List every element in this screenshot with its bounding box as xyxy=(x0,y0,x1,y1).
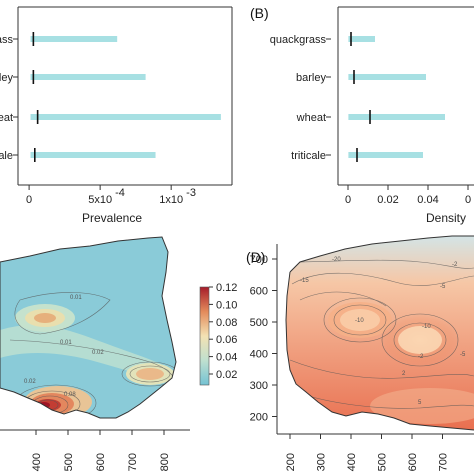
panel-a-xlabel: Prevalence xyxy=(82,211,142,225)
colorbar-tick-label: 0.08 xyxy=(216,317,237,329)
panel-b-xlabel: Density xyxy=(426,211,466,225)
x-tick-label: 500 xyxy=(63,453,75,471)
y-tick-label: 400 xyxy=(250,349,268,361)
panel-d-contour-label: 2 xyxy=(306,404,310,410)
panel-a-marks: gass barley wheat ticale 0 5x10-4 1x10-3 xyxy=(0,32,221,206)
category-label: wheat xyxy=(0,112,13,124)
x-tick-label: 0 xyxy=(26,194,32,206)
colorbar-tick-label: 0.02 xyxy=(216,369,237,381)
x-tick-exponent: -4 xyxy=(115,187,125,199)
x-tick-label: 300 xyxy=(316,453,328,471)
panel-d-contour-label: 5 xyxy=(418,400,422,406)
panel-c-colorbar-ticks: 0.12 0.10 0.08 0.06 0.04 0.02 xyxy=(209,282,237,381)
category-label: barley xyxy=(0,72,13,84)
panel-d-contour-label: -2 xyxy=(452,262,458,268)
category-label: wheat xyxy=(296,112,326,124)
x-tick-label: 0.02 xyxy=(377,194,398,206)
x-tick-label: 600 xyxy=(407,453,419,471)
x-tick-label: 700 xyxy=(127,453,139,471)
x-tick-label: 600 xyxy=(95,453,107,471)
category-label: barley xyxy=(296,72,326,84)
panel-c-xticks: 400 500 600 700 800 xyxy=(31,430,171,471)
colorbar-tick-label: 0.06 xyxy=(216,334,237,346)
panel-d-yticks: 700 600 500 400 300 200 xyxy=(250,254,277,424)
panel-c-contour-label: 0.08 xyxy=(64,392,76,398)
x-tick-label: 1x10 xyxy=(159,194,183,206)
colorbar-tick-label: 0.12 xyxy=(216,282,237,294)
panel-b-marks: quackgrass barley wheat triticale 0 0.02 0.04 0 xyxy=(270,32,471,206)
panel-a: Prevalence xyxy=(17,6,233,225)
panel-d-border xyxy=(285,235,474,431)
panel-b-label: (B) xyxy=(250,5,269,21)
panel-d-contour-label: -20 xyxy=(332,257,341,263)
panel-d-label: (D) xyxy=(246,249,265,265)
y-tick-label: 700 xyxy=(250,254,268,266)
x-tick-label: 5x10 xyxy=(88,194,112,206)
panel-d-contour-label: -10 xyxy=(422,324,431,330)
panel-c-contour-label: 0.02 xyxy=(92,350,104,356)
category-label: triticale xyxy=(291,150,326,162)
x-tick-label: 0 xyxy=(345,194,351,206)
category-label: gass xyxy=(0,34,13,46)
panel-d-contour-label: 2 xyxy=(402,371,406,377)
x-tick-label: 0 xyxy=(465,194,471,206)
y-tick-label: 200 xyxy=(250,412,268,424)
panel-d-map: -20 -15 -10 -5 -2 -10 2 -2 5 -5 2 xyxy=(286,236,474,430)
panel-d-contour-label: -15 xyxy=(300,278,309,284)
panel-c-colorbar xyxy=(199,286,210,386)
panel-d-xticks: 200 300 400 500 600 700 xyxy=(285,434,450,471)
y-tick-label: 600 xyxy=(250,286,268,298)
x-tick-label: 500 xyxy=(377,453,389,471)
y-tick-label: 300 xyxy=(250,380,268,392)
panel-c: 0.01 0.01 0.02 0.08 0.02 400 500 600 700 800… xyxy=(0,230,237,471)
category-label: ticale xyxy=(0,150,13,162)
panel-c-contour-label: 0.01 xyxy=(70,295,82,301)
x-tick-exponent: -3 xyxy=(186,187,196,199)
x-tick-label: 700 xyxy=(438,453,450,471)
x-tick-label: 0.04 xyxy=(417,194,438,206)
x-tick-label: 400 xyxy=(31,453,43,471)
panel-c-contour-label: 0.01 xyxy=(60,340,72,346)
panel-d-contour-label: -10 xyxy=(355,318,364,324)
colorbar-tick-label: 0.10 xyxy=(216,299,237,311)
panel-b: (B) Density xyxy=(250,5,474,225)
panel-d-contour-label: -5 xyxy=(460,352,466,358)
colorbar-tick-label: 0.04 xyxy=(216,352,237,364)
panel-d-contour-label: -5 xyxy=(440,284,446,290)
panel-d-contour-label: -2 xyxy=(418,354,424,360)
x-tick-label: 800 xyxy=(159,453,171,471)
x-tick-label: 200 xyxy=(285,453,297,471)
y-tick-label: 500 xyxy=(250,317,268,329)
category-label: quackgrass xyxy=(270,34,327,46)
panel-c-contour-label: 0.02 xyxy=(24,379,36,385)
x-tick-label: 400 xyxy=(346,453,358,471)
panel-d: (D) -20 -15 -10 -5 xyxy=(246,235,474,471)
